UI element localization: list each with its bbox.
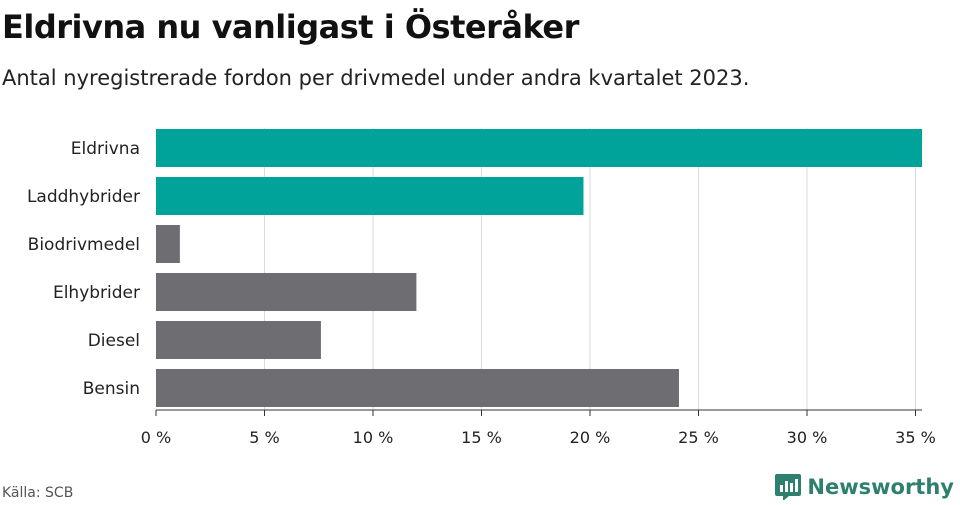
source-note: Källa: SCB xyxy=(2,485,74,501)
x-tick-label: 10 % xyxy=(353,428,394,447)
x-tick-label: 15 % xyxy=(461,428,502,447)
x-tick-label: 20 % xyxy=(570,428,611,447)
category-label: Biodrivmedel xyxy=(28,235,140,255)
x-tick-label: 30 % xyxy=(787,428,828,447)
bar-biodrivmedel xyxy=(156,225,180,263)
x-tick-label: 25 % xyxy=(678,428,719,447)
bar-elhybrider xyxy=(156,273,417,311)
bars xyxy=(156,129,922,407)
bar-chart: Eldrivna Laddhybrider Biodrivmedel Elhybrid… xyxy=(27,128,936,447)
x-tick-label: 35 % xyxy=(895,428,936,447)
bar-diesel xyxy=(156,321,321,359)
x-tick-label: 5 % xyxy=(249,428,279,447)
newsworthy-logo-icon xyxy=(775,474,802,500)
category-label: Elhybrider xyxy=(53,283,140,303)
newsworthy-logo: Newsworthy xyxy=(775,474,954,500)
category-label: Eldrivna xyxy=(71,139,140,159)
category-label: Bensin xyxy=(83,379,140,399)
chart-title: Eldrivna nu vanligast i Österåker xyxy=(2,8,579,46)
bar-bensin xyxy=(156,369,679,407)
bar-eldrivna xyxy=(156,129,922,167)
category-label: Laddhybrider xyxy=(27,187,140,207)
category-label: Diesel xyxy=(88,331,140,351)
brand-name: Newsworthy xyxy=(807,475,954,499)
x-tick-label: 0 % xyxy=(141,428,171,447)
category-labels: Eldrivna Laddhybrider Biodrivmedel Elhybrid… xyxy=(27,139,140,399)
bar-laddhybrider xyxy=(156,177,584,215)
chart-subtitle: Antal nyregistrerade fordon per drivmede… xyxy=(2,66,750,90)
gridlines xyxy=(263,128,916,410)
x-axis: 0 % 5 % 10 % 15 % 20 % 25 % 30 % 35 % xyxy=(141,409,936,447)
